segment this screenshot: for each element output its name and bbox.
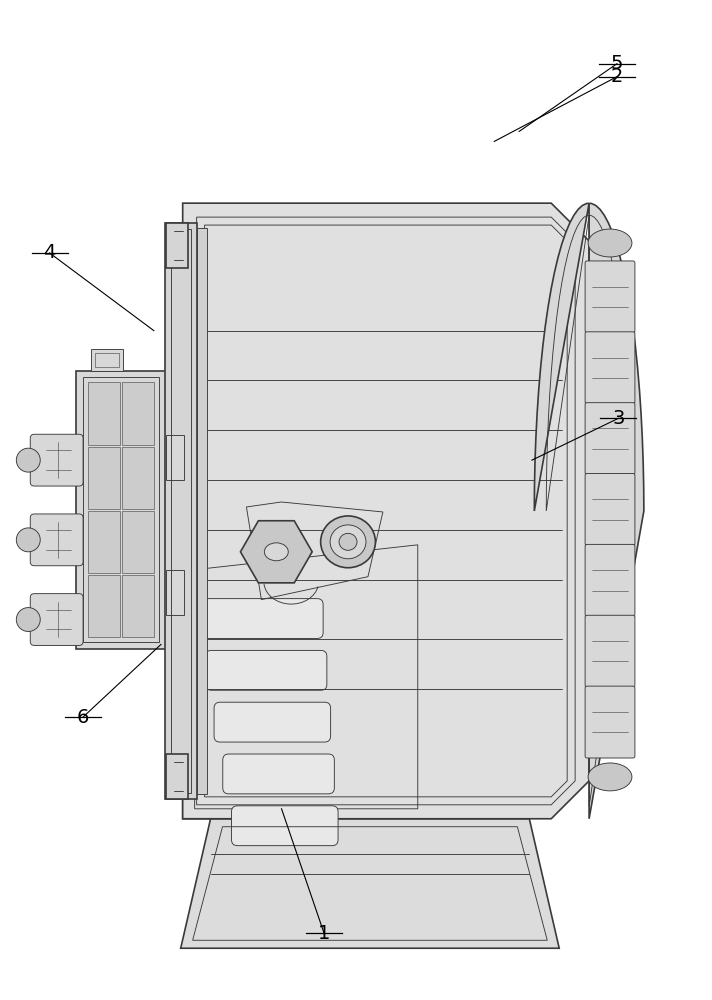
FancyBboxPatch shape [31, 514, 83, 566]
FancyBboxPatch shape [585, 686, 635, 758]
Polygon shape [534, 203, 644, 819]
FancyBboxPatch shape [31, 594, 83, 645]
Bar [166, 754, 188, 799]
Ellipse shape [16, 528, 41, 552]
FancyBboxPatch shape [231, 806, 338, 846]
Polygon shape [183, 535, 430, 819]
Bar [122, 511, 154, 573]
Ellipse shape [16, 608, 41, 631]
FancyBboxPatch shape [585, 261, 635, 333]
Text: 1: 1 [318, 924, 330, 943]
Bar [88, 382, 120, 445]
FancyBboxPatch shape [214, 702, 330, 742]
FancyBboxPatch shape [585, 544, 635, 616]
Bar [122, 447, 154, 509]
Bar [166, 223, 188, 268]
Text: 6: 6 [77, 708, 89, 727]
Bar [164, 223, 197, 799]
Bar [88, 511, 120, 573]
Ellipse shape [588, 763, 632, 791]
FancyBboxPatch shape [205, 650, 327, 690]
Polygon shape [181, 819, 559, 948]
Text: 4: 4 [43, 243, 56, 262]
Text: 5: 5 [611, 54, 623, 73]
Ellipse shape [588, 229, 632, 257]
FancyBboxPatch shape [585, 332, 635, 404]
Text: 2: 2 [611, 67, 623, 86]
FancyBboxPatch shape [223, 754, 335, 794]
Ellipse shape [264, 543, 288, 561]
FancyBboxPatch shape [585, 615, 635, 687]
Text: 3: 3 [612, 409, 624, 428]
FancyBboxPatch shape [585, 403, 635, 475]
Bar [197, 228, 206, 794]
Bar [166, 570, 184, 615]
Bar [88, 575, 120, 637]
Bar [122, 575, 154, 637]
Bar [166, 435, 184, 480]
Bar [76, 371, 166, 649]
Bar [122, 382, 154, 445]
Bar [95, 353, 119, 367]
FancyBboxPatch shape [31, 434, 83, 486]
FancyBboxPatch shape [197, 599, 323, 638]
Bar [83, 377, 159, 642]
Bar [91, 349, 123, 371]
Ellipse shape [320, 516, 375, 568]
Ellipse shape [16, 448, 41, 472]
Polygon shape [183, 203, 589, 819]
Bar [88, 447, 120, 509]
Ellipse shape [339, 533, 357, 550]
Bar [171, 229, 191, 793]
FancyBboxPatch shape [585, 474, 635, 545]
Ellipse shape [330, 525, 366, 559]
